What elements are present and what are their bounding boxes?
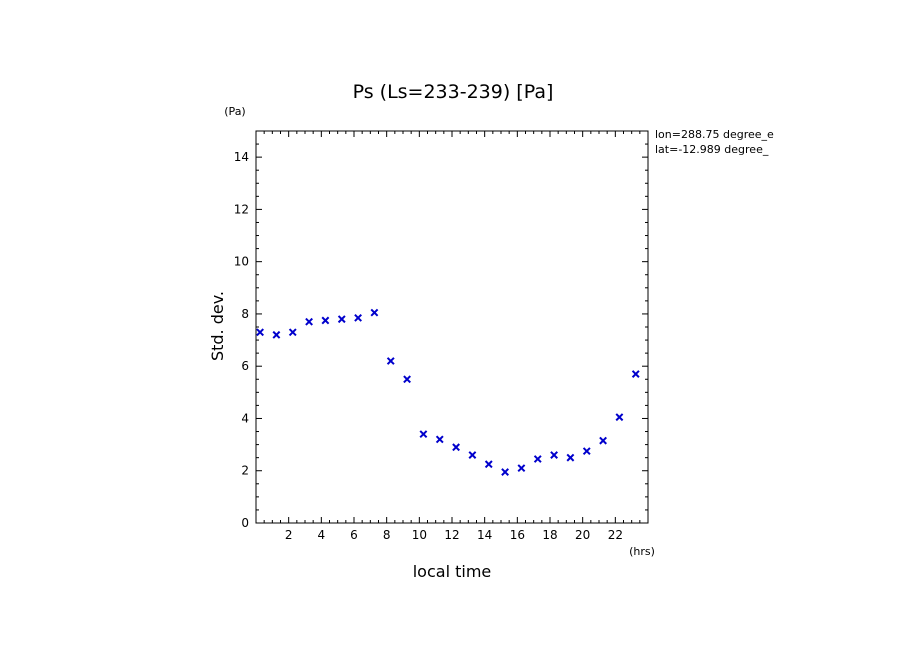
y-axis-unit: (Pa) [224,105,245,118]
data-point [419,430,428,439]
data-point [517,464,526,473]
x-tick-label: 20 [575,528,590,542]
y-tick-label: 6 [241,359,249,373]
y-axis-label: Std. dev. [208,291,227,361]
data-point [631,370,640,378]
data-point [386,357,395,365]
plot-frame [255,130,649,524]
y-tick-label: 14 [234,150,249,164]
data-point [435,435,444,444]
data-point [403,375,411,384]
data-point [305,317,313,326]
data-point [452,443,460,452]
data-point [484,460,493,469]
data-point [566,453,575,462]
data-point [370,308,379,317]
data-point [468,451,477,459]
y-tick-label: 0 [241,516,249,530]
axis-ticks [256,131,648,523]
data-point [337,315,346,324]
x-tick-label: 22 [608,528,623,542]
data-point [550,451,558,459]
x-tick-label: 10 [412,528,427,542]
x-tick-label: 12 [444,528,459,542]
x-tick-label: 14 [477,528,492,542]
tick-labels: 2 4 6 8 10 12 14 16 18 20 22 0 2 4 6 8 10 12 14 [234,150,623,542]
data-point [256,328,264,337]
data-point [354,313,362,322]
x-tick-label: 2 [285,528,293,542]
y-tick-label: 12 [234,202,249,216]
y-tick-label: 8 [241,307,249,321]
info-lat: lat=-12.989 degree_ [655,143,769,156]
x-tick-label: 16 [510,528,525,542]
y-tick-label: 2 [241,464,249,478]
data-point [272,330,281,339]
data-point [501,468,509,476]
x-tick-label: 8 [383,528,391,542]
x-tick-label: 18 [542,528,557,542]
data-point [582,447,591,456]
x-tick-label: 4 [318,528,326,542]
data-points [256,308,640,476]
y-tick-label: 10 [234,255,249,269]
data-point [288,328,297,337]
data-point [321,316,330,325]
x-axis-unit: (hrs) [629,545,655,558]
data-point [533,455,542,463]
x-tick-label: 6 [350,528,358,542]
data-point [615,413,624,422]
info-lon: lon=288.75 degree_e [655,128,774,141]
y-tick-label: 4 [241,411,249,425]
chart-title: Ps (Ls=233-239) [Pa] [353,81,554,103]
x-axis-label: local time [413,562,492,581]
data-point [599,436,607,445]
